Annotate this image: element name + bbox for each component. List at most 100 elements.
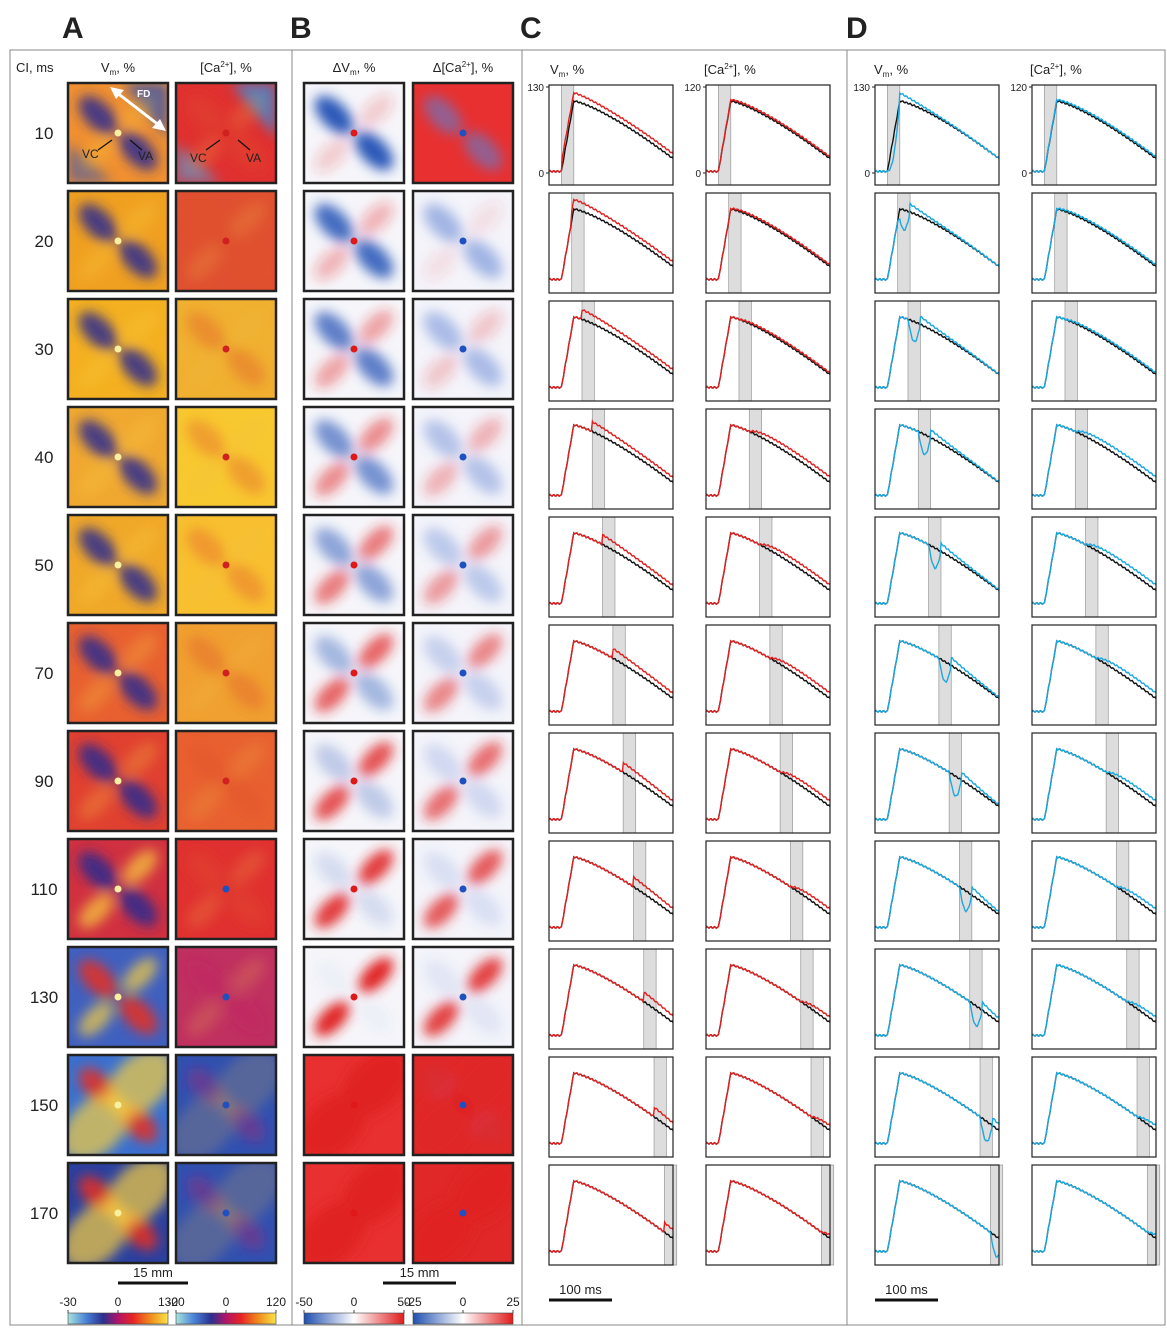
heatmap-content [68,191,168,291]
panel-label: D [846,12,868,45]
electrode [351,1210,358,1217]
heatmap-image [176,299,276,399]
electrode [460,994,467,1001]
heatmap-content [285,1144,422,1281]
electrode [115,886,122,893]
header-main: V [874,62,883,77]
electrode [223,670,230,677]
electrode [223,562,230,569]
electrode [351,1102,358,1109]
electrode [351,346,358,353]
heatmap-image [68,515,168,615]
heatmap-image [304,299,404,399]
ci-label: 150 [30,1096,58,1115]
heatmap-image [68,299,168,399]
heatmap-image [413,947,513,1047]
heatmap-image [304,623,404,723]
electrode [223,1210,230,1217]
shock-window [739,301,751,401]
header-sup: 2+ [220,60,229,69]
colorbar [176,1313,276,1324]
electrode [460,130,467,137]
shock-window [613,625,625,725]
electrode [115,346,122,353]
heatmap-image [413,299,513,399]
heatmap-content [68,839,168,939]
shock-window [1137,1057,1149,1157]
y-tick-label: 0 [695,169,701,180]
annotation: VC [82,147,99,161]
shock-window [623,733,635,833]
heatmap-content [68,299,168,399]
heatmap-content [176,83,276,183]
scale-bar-label: 15 mm [133,1265,173,1280]
header-main: ΔV [333,60,351,75]
heatmap-content [68,731,168,831]
electrode [460,562,467,569]
heatmap-content [413,623,513,723]
heatmap-content [413,515,513,615]
heatmap-content [413,731,513,831]
heatmap-content [304,83,404,183]
shock-window [980,1057,992,1157]
y-tick-label: 0 [538,169,544,180]
colorbar-tick-label: 25 [506,1295,520,1309]
heatmap-content [68,83,168,183]
shock-window [990,1165,1002,1265]
ci-label: 110 [30,880,57,899]
ci-label: 20 [35,232,54,251]
heatmap-image [394,1036,531,1173]
electrode [460,346,467,353]
colorbar [413,1313,513,1324]
ci-header: CI, ms [16,60,54,75]
heatmap-image [68,839,168,939]
electrode [460,1102,467,1109]
electrode [223,454,230,461]
heatmap-content [176,407,276,507]
shock-window [801,949,813,1049]
shock-window [811,1057,823,1157]
heatmap-image [176,191,276,291]
electrode [351,994,358,1001]
electrode [115,1210,122,1217]
header-main: [Ca [1030,62,1051,77]
y-tick-label: 0 [1021,169,1027,180]
heatmap-image [304,947,404,1047]
scale-bar-label: 100 ms [559,1282,602,1297]
electrode [460,454,467,461]
shock-window [780,733,792,833]
heatmap-content [304,299,404,399]
heatmap-image [49,1144,186,1281]
heatmap-image [68,623,168,723]
electrode [115,994,122,1001]
electrode [223,346,230,353]
heatmap-content [413,299,513,399]
figure: ABCDCI, msVm, %[Ca2+], %ΔVm, %Δ[Ca2+], %… [0,0,1167,1330]
ci-label: 10 [35,124,54,143]
heatmap-content [157,1144,294,1281]
heatmap-image [304,731,404,831]
heatmap-image [176,839,276,939]
electrode [223,130,230,137]
electrode [460,778,467,785]
heatmap-content [176,515,276,615]
heatmap-image [413,191,513,291]
heatmap-content [285,1036,422,1173]
heatmap-content [394,1144,531,1281]
colorbar-tick-label: 0 [460,1295,467,1309]
heatmap-content [304,839,404,939]
colorbar [68,1313,168,1324]
annotation: VA [138,149,153,163]
shock-window [1127,949,1139,1049]
ci-label: 70 [35,664,54,683]
column-header: Vm, % [550,62,585,79]
ci-label: 130 [30,988,58,1007]
heatmap-content [394,1036,531,1173]
heatmap-content [176,299,276,399]
shock-window [749,409,761,509]
heatmap-content [68,947,168,1047]
heatmap-image [49,1036,186,1173]
shock-window [918,409,930,509]
header-main: Δ[Ca [433,60,463,75]
y-tick-label: 130 [853,83,870,94]
